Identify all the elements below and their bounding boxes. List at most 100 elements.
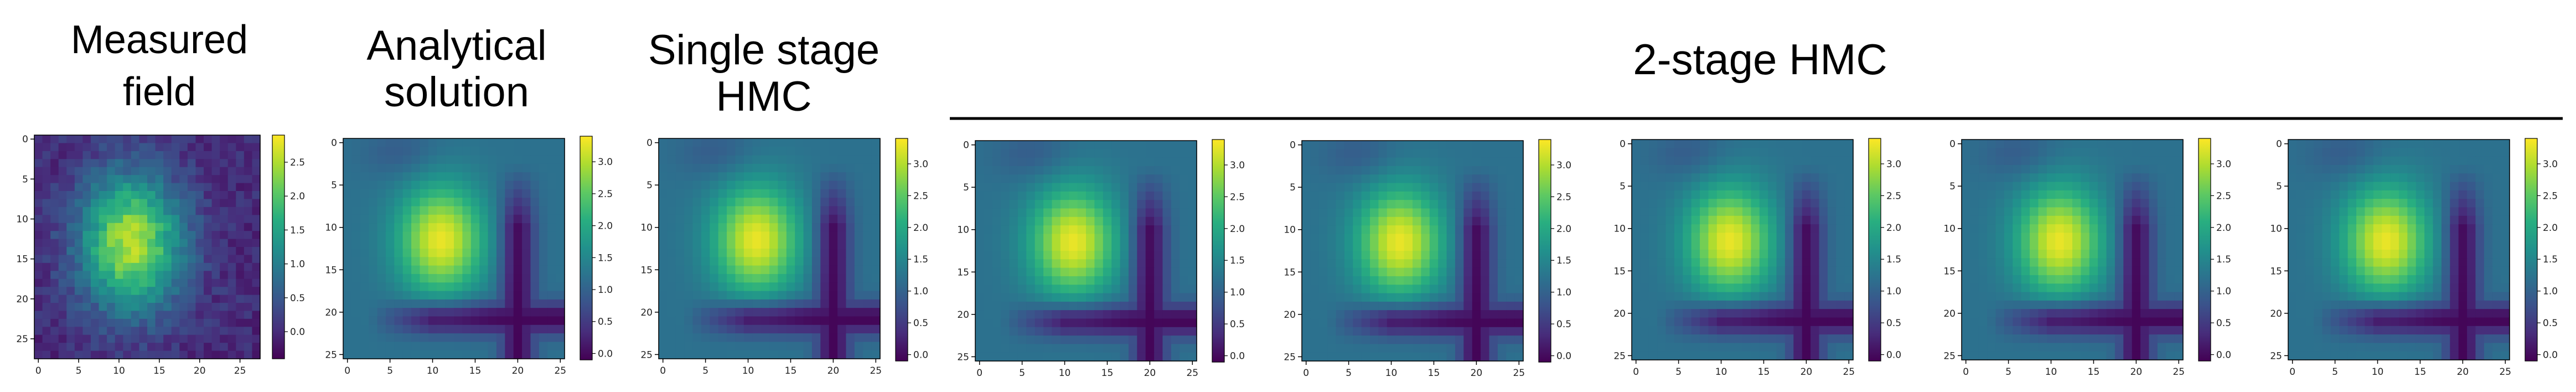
heatmap-cell — [66, 303, 75, 312]
heatmap-cell — [488, 274, 497, 283]
heatmap-cell — [1836, 283, 1845, 293]
heatmap-cell — [1657, 173, 1667, 183]
heatmap-cell — [1700, 199, 1709, 208]
heatmap-cell — [1378, 166, 1388, 175]
heatmap-cell — [1034, 344, 1044, 353]
heatmap-cell — [1455, 327, 1464, 336]
heatmap-cell — [385, 249, 395, 257]
heatmap-cell — [163, 199, 172, 208]
heatmap-cell — [1188, 149, 1197, 158]
heatmap-cell — [211, 295, 220, 303]
heatmap-cell — [1768, 215, 1777, 225]
heatmap-cell — [123, 175, 132, 184]
heatmap-cell — [1429, 183, 1439, 192]
heatmap-cell — [1987, 317, 1996, 327]
heatmap-cell — [2021, 224, 2030, 233]
heatmap-cell — [1683, 173, 1692, 183]
heatmap-cell — [2123, 275, 2133, 284]
heatmap-cell — [1404, 318, 1413, 328]
heatmap-cell — [1137, 336, 1146, 344]
heatmap-cell — [195, 159, 204, 168]
heatmap-cell — [1310, 285, 1320, 294]
heatmap-cell — [227, 223, 236, 231]
heatmap-cell — [1026, 276, 1036, 285]
heatmap-cell — [752, 265, 762, 275]
heatmap-cell — [829, 299, 838, 308]
heatmap-cell — [1387, 242, 1396, 251]
heatmap-cell — [2157, 148, 2166, 157]
heatmap-cell — [402, 214, 412, 224]
heatmap-cell — [1962, 233, 1970, 242]
heatmap-cell — [992, 276, 1001, 285]
heatmap-cell — [1026, 344, 1036, 353]
heatmap-cell — [547, 257, 557, 266]
heatmap-cell — [829, 189, 838, 198]
heatmap-cell — [1751, 233, 1760, 242]
heatmap-cell — [1784, 300, 1794, 310]
heatmap-cell — [2030, 292, 2039, 301]
x-tick-label: 20 — [1801, 367, 1813, 378]
heatmap-cell — [2072, 156, 2081, 166]
heatmap-cell — [1514, 251, 1524, 260]
heatmap-cell — [2004, 258, 2013, 267]
heatmap-cell — [252, 262, 261, 271]
heatmap-cell — [1009, 225, 1018, 234]
heatmap-cell — [1154, 259, 1163, 269]
heatmap-cell — [1154, 216, 1163, 226]
heatmap-cell — [811, 350, 821, 359]
heatmap-cell — [1514, 191, 1524, 200]
heatmap-cell — [1438, 301, 1447, 311]
heatmap-cell — [778, 198, 787, 207]
heatmap-cell — [1995, 283, 2005, 293]
heatmap-cell — [1162, 267, 1172, 277]
heatmap-cell — [1387, 141, 1396, 149]
heatmap-cell — [684, 189, 694, 198]
heatmap-cell — [420, 342, 429, 351]
heatmap-cell — [377, 316, 386, 326]
heatmap-cell — [428, 257, 437, 266]
heatmap-cell — [710, 308, 719, 317]
title-single-line2: HMC — [716, 73, 811, 120]
heatmap-cell — [1370, 191, 1379, 200]
heatmap-cell — [1742, 156, 1751, 166]
heatmap-cell — [1188, 216, 1197, 226]
heatmap-cell — [1034, 301, 1044, 311]
heatmap-cell — [2038, 156, 2047, 166]
heatmap-cell — [445, 308, 454, 317]
heatmap-cell — [227, 143, 236, 152]
heatmap-cell — [74, 151, 84, 159]
x-tick-label: 20 — [1471, 368, 1483, 379]
heatmap-cell — [227, 207, 236, 215]
heatmap-cell — [428, 324, 437, 334]
heatmap-cell — [155, 327, 164, 336]
heatmap-cell — [718, 324, 727, 334]
heatmap-cell — [252, 278, 261, 287]
heatmap-cell — [1776, 334, 1786, 343]
heatmap-cell — [846, 155, 855, 164]
heatmap-cell — [1802, 317, 1811, 327]
heatmap-cell — [1111, 344, 1121, 353]
heatmap-cell — [479, 299, 489, 308]
heatmap-cell — [420, 138, 429, 147]
heatmap-cell — [992, 183, 1001, 192]
heatmap-cell — [1751, 173, 1760, 183]
heatmap-cell — [479, 163, 489, 173]
heatmap-cell — [343, 274, 352, 283]
heatmap-cell — [1026, 157, 1036, 167]
heatmap-cell — [1103, 208, 1112, 218]
heatmap-cell — [1120, 242, 1129, 251]
heatmap-cell — [1463, 149, 1473, 158]
heatmap-cell — [369, 265, 378, 275]
heatmap-cell — [710, 342, 719, 351]
heatmap-cell — [803, 316, 813, 326]
heatmap-cell — [846, 223, 855, 232]
heatmap-cell — [1683, 190, 1692, 199]
heatmap-cell — [1429, 259, 1439, 269]
heatmap-cell — [1001, 149, 1010, 158]
heatmap-cell — [2063, 182, 2073, 191]
heatmap-cell — [115, 215, 123, 224]
heatmap-cell — [1145, 344, 1155, 353]
heatmap-cell — [2004, 207, 2013, 216]
heatmap-cell — [1962, 317, 1970, 327]
heatmap-cell — [786, 324, 795, 334]
